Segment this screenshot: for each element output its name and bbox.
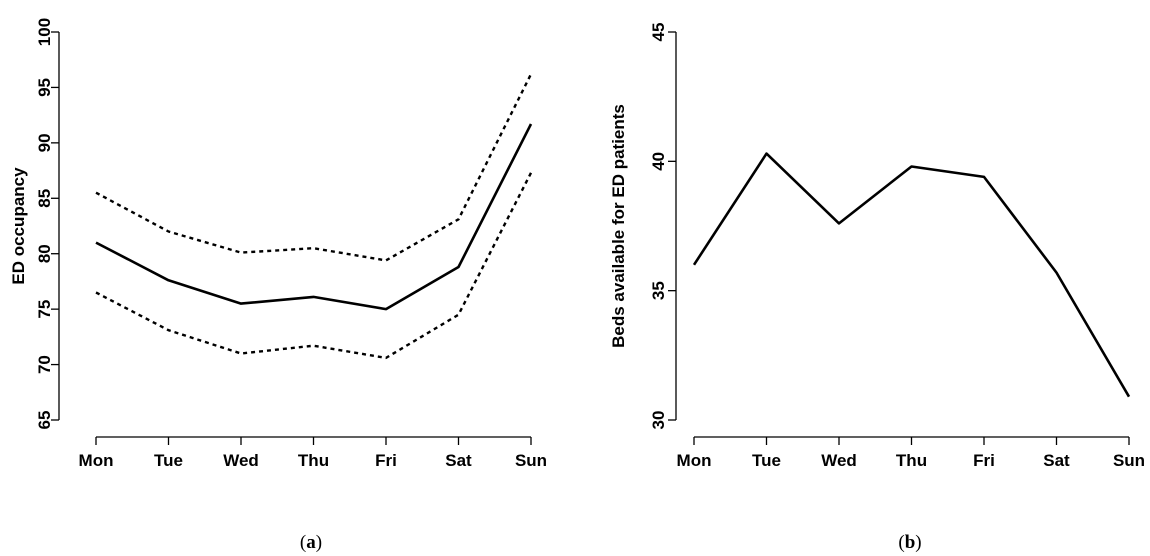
confidence-bound-line-a-2 xyxy=(95,172,533,360)
chart-panel-b: 30 35 40 45 Mon Tue Wed Thu Fri Sat Sun Beds availa… xyxy=(609,23,1145,470)
y-tick-label-a: 100 xyxy=(35,18,54,46)
x-tick-label-b: Sun xyxy=(1113,451,1145,470)
x-tick-label-b: Sat xyxy=(1043,451,1070,470)
y-axis-title-a: ED occupancy xyxy=(9,167,28,285)
y-tick-label-b: 40 xyxy=(649,152,668,171)
series-line-a-0 xyxy=(95,123,533,311)
x-tick-label-b: Tue xyxy=(752,451,781,470)
x-tick-label-b: Wed xyxy=(821,451,857,470)
y-tick-label-b: 45 xyxy=(649,23,668,42)
x-tick-label-a: Wed xyxy=(223,451,259,470)
y-axis-title-b: Beds available for ED patients xyxy=(609,104,628,348)
confidence-bound-line-a-1 xyxy=(95,73,533,262)
chart-panel-a: 65 70 75 80 85 90 95 100 Mon Tue Wed Thu Fri Sat Sun ED… xyxy=(9,18,547,470)
x-tick-label-b: Fri xyxy=(973,451,995,470)
y-tick-label-a: 70 xyxy=(35,355,54,374)
y-tick-label-a: 85 xyxy=(35,189,54,208)
y-tick-label-a: 95 xyxy=(35,78,54,97)
x-tick-label-a: Thu xyxy=(298,451,329,470)
x-tick-label-a: Tue xyxy=(154,451,183,470)
x-tick-label-b: Thu xyxy=(896,451,927,470)
y-tick-label-a: 75 xyxy=(35,300,54,319)
y-tick-label-b: 30 xyxy=(649,411,668,430)
x-tick-label-a: Sat xyxy=(445,451,472,470)
y-tick-label-a: 80 xyxy=(35,244,54,263)
panel-label-a: (a) xyxy=(300,532,322,553)
panel-label-b: (b) xyxy=(898,532,921,553)
y-tick-label-a: 90 xyxy=(35,133,54,152)
x-tick-label-b: Mon xyxy=(677,451,712,470)
x-tick-label-a: Fri xyxy=(375,451,397,470)
y-tick-label-a: 65 xyxy=(35,411,54,430)
x-tick-label-a: Mon xyxy=(79,451,114,470)
y-tick-label-b: 35 xyxy=(649,281,668,300)
series-line-b-0 xyxy=(692,152,1131,398)
x-tick-label-a: Sun xyxy=(515,451,547,470)
